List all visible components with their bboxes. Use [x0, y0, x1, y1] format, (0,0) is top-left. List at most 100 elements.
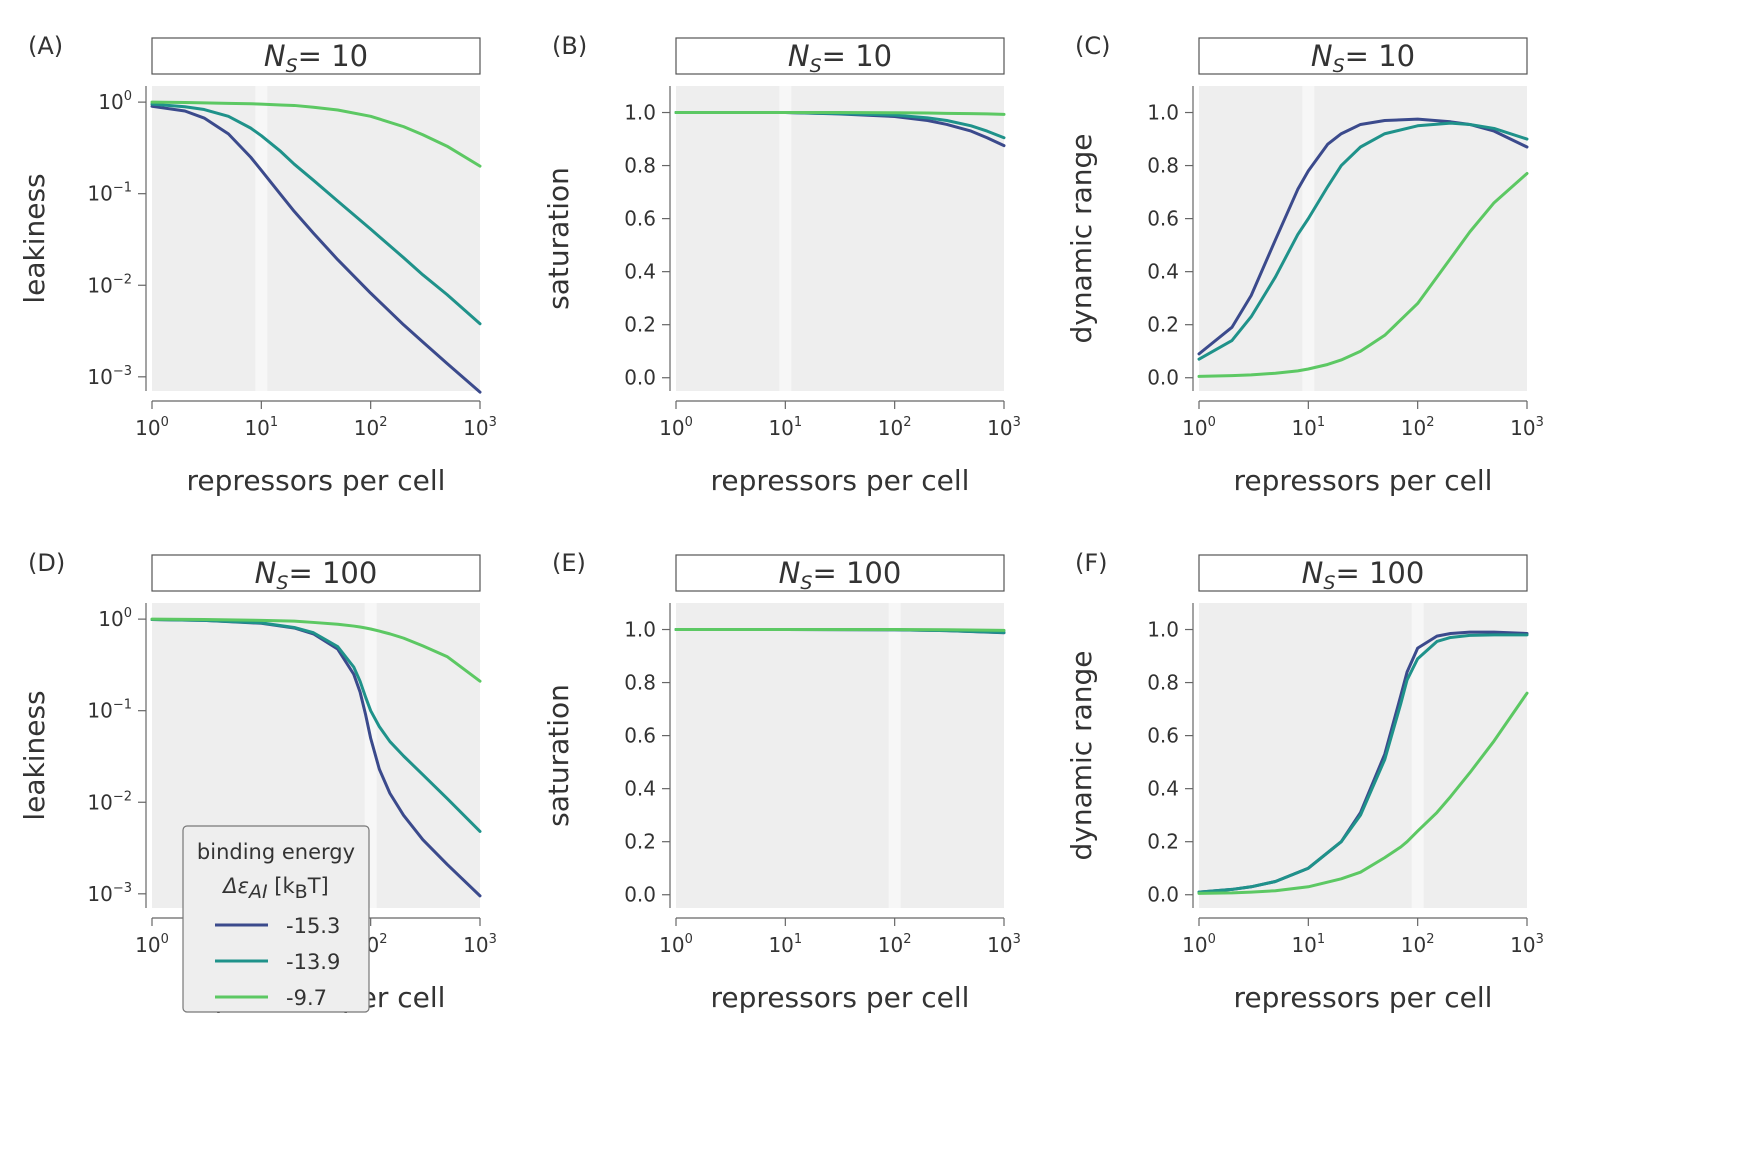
- tick-exponent: 0: [685, 932, 693, 947]
- x-tick-label: 100: [659, 932, 693, 957]
- x-tick-label: 100: [1182, 932, 1216, 957]
- panel-title: NS= 10: [264, 39, 368, 77]
- y-tick-label: 10−1: [87, 181, 132, 206]
- tick-exponent: 0: [1208, 415, 1216, 430]
- plot-area: [1199, 603, 1527, 908]
- y-tick-label: 1.0: [1147, 101, 1179, 125]
- panel-letter: (C): [1075, 32, 1110, 60]
- tick-base: 10: [659, 416, 684, 440]
- tick-base: 10: [463, 933, 488, 957]
- plot-area: [676, 603, 1004, 908]
- tick-exponent: 0: [124, 89, 132, 104]
- tick-base: 10: [87, 882, 112, 906]
- panel-title-box: [675, 554, 1005, 592]
- tick-exponent: 3: [489, 932, 497, 947]
- series-line--9.7: [1197, 691, 1529, 895]
- panel-letter: (A): [28, 32, 63, 60]
- title-value: = 100: [812, 556, 901, 590]
- panel-title-box: [151, 554, 481, 592]
- series-line--13.9: [1197, 633, 1529, 894]
- tick-exponent: 1: [794, 415, 802, 430]
- x-tick-label: 103: [463, 415, 497, 440]
- title-symbol: N: [1311, 39, 1333, 73]
- tick-exponent: 2: [379, 932, 387, 947]
- x-tick-label: 101: [244, 415, 278, 440]
- tick-exponent: 0: [161, 932, 169, 947]
- y-tick-label: 0.8: [1147, 154, 1179, 178]
- y-axis-label: dynamic range: [1065, 650, 1098, 860]
- x-tick-label: 103: [463, 932, 497, 957]
- tick-base: 10: [987, 933, 1012, 957]
- y-axis-label: dynamic range: [1065, 133, 1098, 343]
- tick-exponent: 1: [1317, 415, 1325, 430]
- legend-label: -13.9: [286, 950, 340, 974]
- legend-symbol-sub: AI: [247, 881, 268, 903]
- tick-base: 10: [878, 416, 903, 440]
- series-line--15.3: [150, 104, 482, 394]
- title-value: = 10: [1345, 39, 1415, 73]
- series-line--13.9: [150, 102, 482, 326]
- tick-exponent: 0: [124, 606, 132, 621]
- x-tick-label: 103: [1510, 932, 1544, 957]
- plot-area: [152, 86, 480, 391]
- y-tick-label: 1.0: [624, 101, 656, 125]
- x-axis-label: repressors per cell: [711, 464, 970, 497]
- tick-exponent: −2: [113, 789, 132, 804]
- legend-subtitle: ΔεAI [kBT]: [221, 874, 328, 903]
- title-value: = 10: [298, 39, 368, 73]
- title-subscript: S: [286, 55, 298, 77]
- panel-title-box: [1198, 554, 1528, 592]
- series-line--9.7: [1197, 172, 1529, 378]
- legend-label: -15.3: [286, 914, 340, 938]
- title-subscript: S: [276, 572, 288, 594]
- y-axis-label: saturation: [542, 684, 575, 827]
- y-tick-label: 100: [98, 606, 132, 631]
- tick-base: 10: [87, 699, 112, 723]
- y-axis-label: leakiness: [18, 690, 51, 820]
- tick-base: 10: [1182, 416, 1207, 440]
- legend-label: -9.7: [286, 986, 327, 1010]
- panel-letter: (B): [552, 32, 587, 60]
- title-subscript: S: [1323, 572, 1335, 594]
- y-tick-label: 100: [98, 89, 132, 114]
- tick-exponent: 3: [1536, 932, 1544, 947]
- panel-title: NS= 10: [1311, 39, 1415, 77]
- x-tick-label: 102: [878, 415, 912, 440]
- y-tick-label: 0.8: [1147, 671, 1179, 695]
- y-tick-label: 10−2: [87, 789, 132, 814]
- y-tick-label: 0.4: [624, 777, 656, 801]
- x-tick-label: 103: [1510, 415, 1544, 440]
- y-axis-label: leakiness: [18, 173, 51, 303]
- y-tick-label: 0.6: [624, 724, 656, 748]
- y-tick-label: 10−2: [87, 272, 132, 297]
- tick-exponent: 3: [1013, 415, 1021, 430]
- tick-base: 10: [1291, 933, 1316, 957]
- tick-exponent: 0: [685, 415, 693, 430]
- legend-box: [182, 825, 370, 1013]
- x-tick-label: 100: [1182, 415, 1216, 440]
- title-subscript: S: [800, 572, 812, 594]
- highlight-band: [255, 86, 268, 391]
- tick-exponent: −2: [113, 272, 132, 287]
- title-symbol: N: [255, 556, 277, 590]
- x-tick-label: 101: [1291, 415, 1325, 440]
- y-tick-label: 1.0: [624, 618, 656, 642]
- tick-base: 10: [135, 416, 160, 440]
- y-tick-label: 0.0: [1147, 883, 1179, 907]
- tick-base: 10: [98, 90, 123, 114]
- x-axis-label: repressors per cell: [1234, 981, 1493, 1014]
- tick-base: 10: [87, 790, 112, 814]
- legend: binding energy ΔεAI [kBT] -15.3 -13.9 -9.7: [182, 825, 370, 1013]
- y-tick-label: 0.4: [1147, 260, 1179, 284]
- tick-base: 10: [768, 416, 793, 440]
- tick-base: 10: [354, 416, 379, 440]
- tick-base: 10: [987, 416, 1012, 440]
- highlight-band: [779, 86, 792, 391]
- y-tick-label: 0.2: [1147, 830, 1179, 854]
- y-tick-label: 0.6: [1147, 724, 1179, 748]
- tick-exponent: 2: [1426, 415, 1434, 430]
- tick-base: 10: [1510, 416, 1535, 440]
- title-symbol: N: [1302, 556, 1324, 590]
